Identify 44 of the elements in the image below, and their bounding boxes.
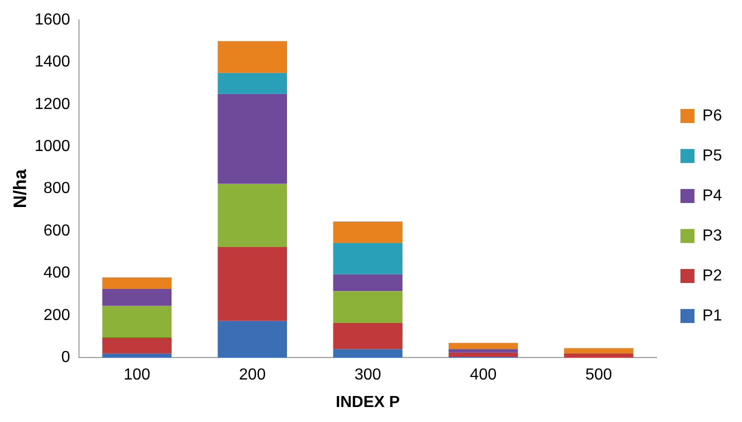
bar: [102, 306, 172, 338]
y-tick-label: 400: [43, 264, 70, 282]
bar: [218, 320, 287, 358]
x-tick-label: 500: [585, 366, 612, 384]
legend-label: P2: [702, 267, 722, 284]
y-tick-label: 1400: [34, 54, 70, 71]
bar: [333, 242, 402, 274]
bar: [218, 94, 287, 184]
bar: [333, 291, 402, 323]
legend-label: P4: [702, 187, 722, 204]
bar: [102, 353, 172, 358]
y-tick-label: 200: [43, 306, 70, 324]
legend-label: P1: [702, 307, 722, 324]
y-tick-label: 1200: [34, 96, 70, 113]
x-tick-label: 400: [470, 366, 497, 384]
bar: [448, 342, 518, 350]
x-tick-label: 300: [354, 366, 382, 384]
y-tick-label: 600: [43, 222, 70, 240]
bar: [448, 352, 518, 357]
bar: [218, 41, 287, 73]
bar: [333, 349, 402, 358]
y-tick-label: 1000: [34, 138, 70, 156]
bar: [333, 222, 402, 243]
bar: [218, 184, 287, 247]
y-axis-title: N/ha: [10, 168, 30, 208]
legend-label: P6: [702, 107, 722, 124]
bar: [102, 289, 172, 306]
bar: [102, 338, 172, 354]
bar: [333, 274, 402, 292]
bar: [218, 246, 287, 321]
legend-label: P3: [702, 227, 722, 244]
x-axis-title: INDEX P: [336, 394, 400, 411]
y-tick-label: 800: [43, 180, 70, 198]
x-tick-label: 200: [239, 366, 266, 384]
bar: [448, 349, 518, 352]
legend-label: P5: [702, 147, 722, 164]
bar: [102, 277, 172, 290]
y-tick-label: 0: [61, 349, 70, 366]
y-tick-label: 1600: [34, 11, 70, 28]
x-tick-label: 100: [124, 366, 150, 384]
bar: [564, 353, 634, 358]
bar: [333, 322, 402, 350]
bar: [218, 72, 287, 94]
bar: [564, 348, 634, 354]
